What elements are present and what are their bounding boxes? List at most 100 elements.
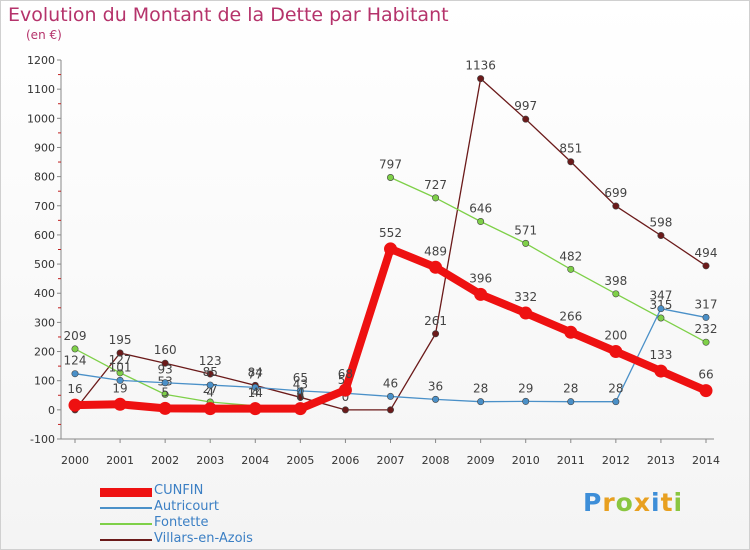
x-tick-label: 2002 xyxy=(151,454,179,467)
y-tick-label: 800 xyxy=(34,171,55,184)
y-tick-label: -100 xyxy=(30,433,55,446)
legend-swatch xyxy=(100,539,152,541)
data-label-fontette: 315 xyxy=(649,298,672,312)
data-label-fontette: 797 xyxy=(379,157,402,171)
x-tick-label: 2003 xyxy=(196,454,224,467)
data-point-cunfin xyxy=(384,242,397,256)
data-label-villars-en-azois: 261 xyxy=(424,314,447,328)
data-label-cunfin: 332 xyxy=(514,290,537,304)
data-point-autricourt xyxy=(251,383,259,391)
data-label-autricourt: 101 xyxy=(109,360,132,374)
legend-label: Autricourt xyxy=(154,499,219,514)
data-label-autricourt: 85 xyxy=(203,365,218,379)
data-point-cunfin xyxy=(158,401,172,415)
data-label-cunfin: 16 xyxy=(67,382,82,396)
x-tick-label: 2009 xyxy=(467,454,495,467)
data-label-autricourt: 36 xyxy=(428,379,443,393)
x-tick-label: 2007 xyxy=(377,454,405,467)
data-label-villars-en-azois: 997 xyxy=(514,99,537,113)
data-point-fontette xyxy=(386,173,394,181)
data-point-fontette xyxy=(477,218,485,226)
y-tick-label: 200 xyxy=(34,346,55,359)
data-label-fontette: 127 xyxy=(109,353,132,367)
data-label-fontette: 14 xyxy=(248,386,263,400)
logo-letter: o xyxy=(615,488,634,517)
data-label-autricourt: 46 xyxy=(383,376,398,390)
proxiti-logo: Proxiti xyxy=(583,488,683,517)
y-tick-label: 700 xyxy=(34,200,55,213)
y-tick-label: 900 xyxy=(34,141,55,154)
x-tick-label: 2000 xyxy=(61,454,89,467)
data-label-cunfin: 4 xyxy=(251,386,259,400)
data-point-cunfin xyxy=(564,325,578,339)
data-label-fontette: 727 xyxy=(424,178,447,192)
y-tick-label: 400 xyxy=(34,287,55,300)
data-point-cunfin xyxy=(474,287,488,301)
x-tick-label: 2005 xyxy=(286,454,314,467)
data-point-villars-en-azois xyxy=(341,406,349,414)
data-label-cunfin: 200 xyxy=(604,329,627,343)
data-label-villars-en-azois: 84 xyxy=(248,365,263,379)
data-label-villars-en-azois: 195 xyxy=(109,333,132,347)
data-point-cunfin xyxy=(699,384,713,398)
data-point-villars-en-azois xyxy=(206,370,214,378)
data-point-villars-en-azois xyxy=(386,406,394,414)
data-label-villars-en-azois: 0 xyxy=(342,390,350,404)
logo-letter: i xyxy=(651,488,661,517)
data-point-fontette xyxy=(432,194,440,202)
legend-label: Villars-en-Azois xyxy=(154,531,253,546)
data-label-autricourt: 124 xyxy=(64,354,87,368)
y-tick-label: 1200 xyxy=(27,54,55,67)
x-tick-label: 2012 xyxy=(602,454,630,467)
data-point-villars-en-azois xyxy=(477,75,485,83)
x-tick-label: 2010 xyxy=(512,454,540,467)
data-label-autricourt: 77 xyxy=(248,367,263,381)
data-label-cunfin: 4 xyxy=(297,386,305,400)
data-point-villars-en-azois xyxy=(161,359,169,367)
data-point-villars-en-azois xyxy=(657,232,665,240)
data-point-fontette xyxy=(161,390,169,398)
data-point-autricourt xyxy=(386,392,394,400)
legend-swatch xyxy=(100,523,152,525)
data-label-autricourt: 65 xyxy=(293,371,308,385)
data-point-cunfin xyxy=(429,260,443,274)
chart-title: Evolution du Montant de la Dette par Hab… xyxy=(8,4,449,26)
data-label-fontette: 571 xyxy=(514,223,537,237)
data-label-autricourt: 28 xyxy=(608,382,623,396)
data-label-cunfin: 396 xyxy=(469,271,492,285)
logo-letter: P xyxy=(583,488,603,517)
data-label-fontette: 482 xyxy=(559,249,582,263)
data-point-fontette xyxy=(702,338,710,346)
y-tick-label: 500 xyxy=(34,258,55,271)
data-label-cunfin: 489 xyxy=(424,244,447,258)
data-label-villars-en-azois: 123 xyxy=(199,354,222,368)
data-label-fontette: 0 xyxy=(297,390,305,404)
data-point-fontette xyxy=(567,265,575,273)
data-point-autricourt xyxy=(612,398,620,406)
data-label-villars-en-azois: 598 xyxy=(649,216,672,230)
data-point-autricourt xyxy=(296,387,304,395)
data-label-cunfin: 133 xyxy=(649,348,672,362)
y-tick-label: 600 xyxy=(34,229,55,242)
data-point-autricourt xyxy=(71,370,79,378)
data-label-autricourt: 317 xyxy=(695,297,718,311)
data-label-villars-en-azois: 494 xyxy=(695,246,718,260)
data-label-cunfin: 68 xyxy=(338,367,353,381)
x-tick-label: 2006 xyxy=(331,454,359,467)
data-point-autricourt xyxy=(116,376,124,384)
legend-label: CUNFIN xyxy=(154,483,204,498)
y-tick-label: 1100 xyxy=(27,83,55,96)
data-point-cunfin xyxy=(293,402,307,416)
data-label-villars-en-azois: 699 xyxy=(604,186,627,200)
legend-swatch xyxy=(100,487,152,497)
y-tick-label: 300 xyxy=(34,316,55,329)
data-point-fontette xyxy=(522,239,530,247)
data-label-autricourt: 93 xyxy=(158,363,173,377)
y-tick-label: 100 xyxy=(34,375,55,388)
data-point-villars-en-azois xyxy=(116,349,124,357)
data-point-villars-en-azois xyxy=(567,158,575,166)
data-label-cunfin: 266 xyxy=(559,309,582,323)
y-tick-label: 1000 xyxy=(27,112,55,125)
